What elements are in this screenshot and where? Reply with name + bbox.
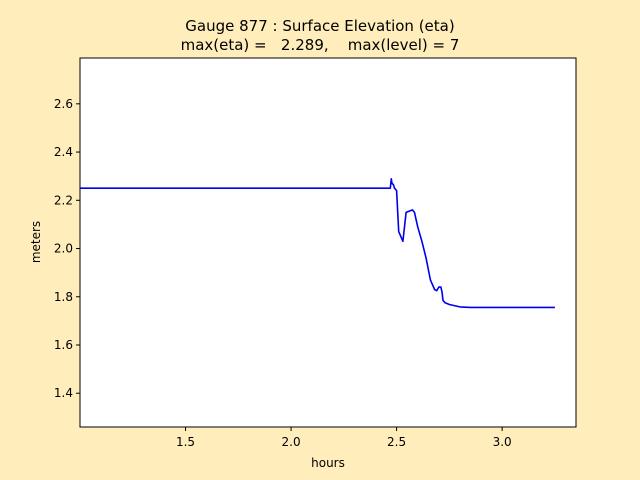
y-tick-label: 2.4 [54, 145, 73, 159]
y-axis-label: meters [29, 221, 43, 263]
chart-title: Gauge 877 : Surface Elevation (eta) [185, 17, 455, 35]
x-axis-label: hours [311, 456, 345, 470]
x-tick-label: 1.5 [176, 435, 195, 449]
plot-frame [79, 57, 577, 428]
series-line-0 [80, 178, 555, 309]
x-tick-label: 2.5 [387, 435, 406, 449]
y-tick-label: 1.6 [54, 338, 73, 352]
y-axis: 1.4 1.6 1.8 2.0 2.2 2.4 2.6 [54, 97, 80, 400]
x-tick-label: 3.0 [493, 435, 512, 449]
y-tick-label: 2.0 [54, 242, 73, 256]
y-tick-label: 2.6 [54, 97, 73, 111]
plot-area [80, 58, 576, 427]
y-tick-label: 1.8 [54, 290, 73, 304]
chart-subtitle: max(eta) = 2.289, max(level) = 7 [180, 36, 460, 54]
y-tick-label: 2.2 [54, 193, 73, 207]
x-axis: 1.5 2.0 2.5 3.0 [176, 427, 512, 449]
y-tick-label: 1.4 [54, 386, 73, 400]
series-layer [80, 178, 555, 309]
x-tick-label: 2.0 [282, 435, 301, 449]
